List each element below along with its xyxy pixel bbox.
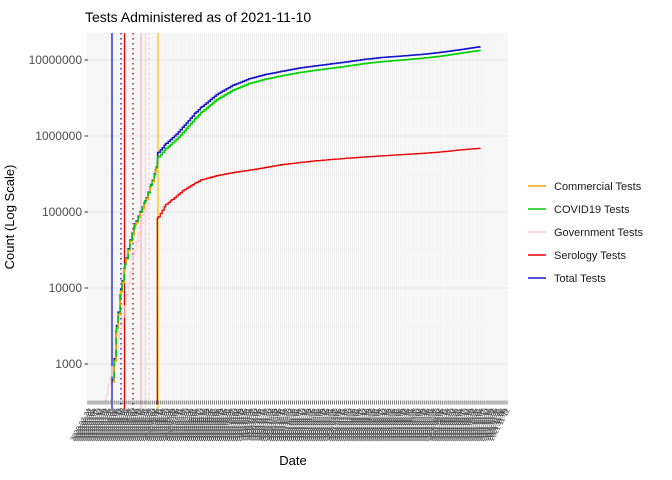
y-tick-label: 10000	[49, 281, 83, 295]
legend-item-covid19-tests: COVID19 Tests	[528, 204, 630, 216]
y-axis-title: Count (Log Scale)	[2, 165, 17, 270]
reference-vlines	[111, 33, 159, 409]
x-axis-ticks	[87, 400, 508, 405]
y-tick-label: 10000000	[29, 53, 83, 67]
x-axis-title: Date	[279, 453, 306, 468]
series-line-total-tests	[112, 46, 481, 381]
series-line-government-tests	[104, 195, 151, 402]
legend-label: Total Tests	[554, 273, 606, 285]
legend: Commercial Tests COVID19 Tests Government …	[528, 181, 644, 285]
legend-item-government-tests: Government Tests	[528, 227, 644, 239]
legend-item-serology-tests: Serology Tests	[528, 250, 626, 262]
y-tick-label: 1000000	[35, 129, 82, 143]
series-lines	[104, 46, 481, 405]
chart-title: Tests Administered as of 2021-11-10	[85, 9, 311, 25]
legend-label: Commercial Tests	[554, 181, 642, 193]
legend-label: COVID19 Tests	[554, 204, 630, 216]
series-line-commercial-tests	[112, 163, 159, 383]
series-line-covid19-tests	[112, 49, 481, 382]
legend-item-total-tests: Total Tests	[528, 273, 606, 285]
x-axis-labels: 2020-02-242020-02-272020-03-012020-03-04…	[70, 408, 512, 443]
y-tick-label: 100000	[42, 205, 82, 219]
series-line-serology-tests	[156, 147, 481, 405]
y-tick-label: 1000	[55, 357, 82, 371]
legend-label: Serology Tests	[554, 250, 626, 262]
legend-item-commercial-tests: Commercial Tests	[528, 181, 642, 193]
y-axis-ticks: 1000 10000 100000 1000000 10000000	[29, 53, 88, 371]
legend-label: Government Tests	[554, 227, 644, 239]
gridlines	[87, 33, 508, 400]
